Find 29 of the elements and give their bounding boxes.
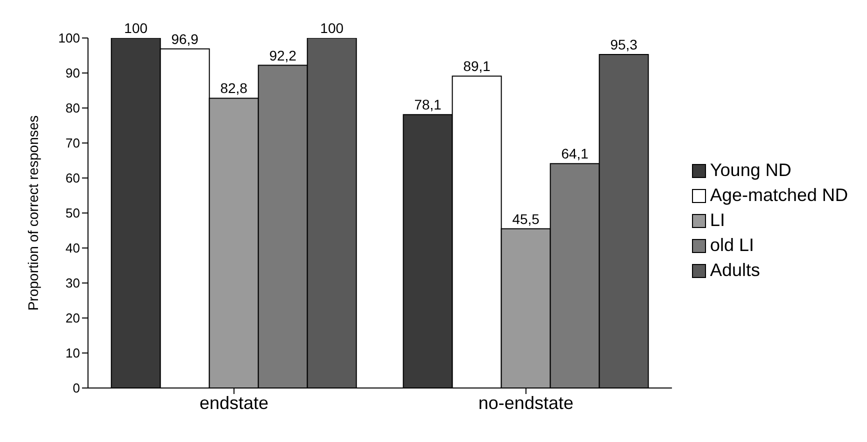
data-label: 78,1 [414, 96, 442, 113]
data-label: 45,5 [512, 210, 540, 227]
y-tick-label: 20 [66, 310, 80, 326]
data-label: 92,2 [269, 47, 297, 64]
y-tick-label: 70 [66, 136, 80, 151]
y-axis-title: Proportion of correct responses [24, 115, 41, 311]
y-tick-label: 0 [72, 380, 80, 396]
data-label: 95,3 [610, 36, 638, 52]
x-tick-label: endstate [199, 392, 269, 413]
y-tick-label: 40 [66, 240, 80, 256]
y-tick-label: 80 [66, 100, 80, 116]
data-label: 64,1 [561, 146, 589, 162]
data-label: 89,1 [463, 58, 491, 74]
y-tick-label: 100 [58, 30, 80, 46]
legend-label: LI [710, 210, 725, 231]
legend-label: Young ND [710, 160, 792, 181]
y-tick-label: 60 [66, 170, 80, 186]
data-label: 82,8 [220, 80, 248, 96]
legend-label: Age-matched ND [710, 185, 848, 206]
y-tick-label: 90 [66, 66, 80, 81]
y-tick-label: 30 [66, 276, 80, 291]
legend-label: old LI [710, 235, 754, 256]
data-label: 100 [124, 20, 148, 36]
y-tick-label: 10 [66, 346, 80, 361]
x-tick-label: no-endstate [478, 392, 574, 413]
data-label: 100 [320, 20, 344, 36]
data-label: 96,9 [171, 30, 199, 47]
legend-label: Adults [710, 260, 760, 281]
y-tick-label: 50 [66, 206, 80, 221]
